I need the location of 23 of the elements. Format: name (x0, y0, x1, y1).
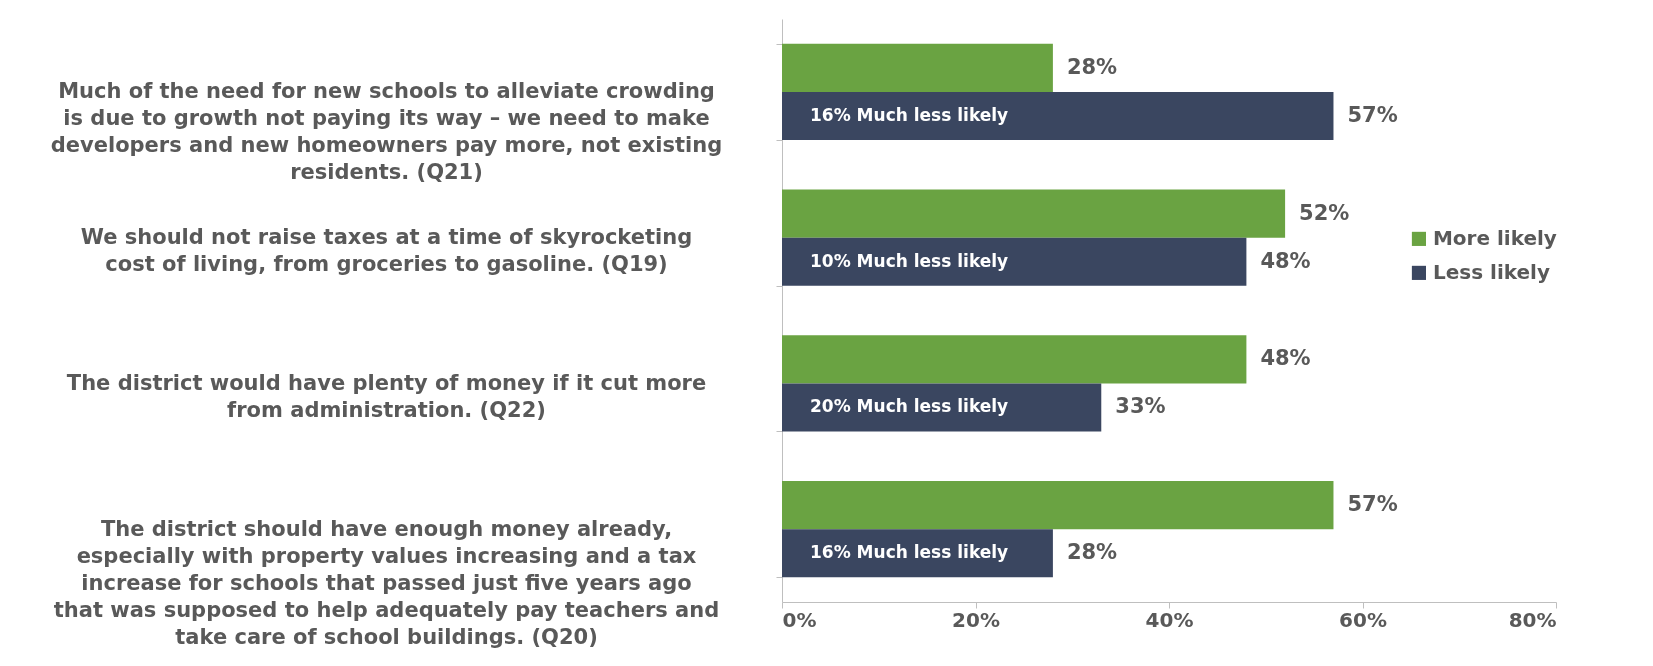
annotation: 16% Much less likely (810, 542, 1009, 563)
data-label: 52% (1299, 200, 1350, 225)
data-label: 28% (1066, 54, 1118, 79)
x-tick-label: 0% (782, 607, 817, 632)
x-tick-label: 60% (1339, 607, 1387, 632)
legend-label: Less likely (1432, 259, 1550, 284)
y-tick-label: The district would have plenty of money if it cut more from administration. (Q22) (66, 370, 707, 422)
y-tick-label: Much of the need for new schools to alleviate crowding is due to growth not paying its way – we need to make developers and new homeowners pay more, not existing residents. (Q21) (50, 79, 723, 185)
x-tick-label: 80% (1508, 607, 1557, 632)
x-tick-label: 20% (952, 607, 1000, 632)
data-label: 57% (1347, 102, 1398, 127)
data-label: 33% (1115, 394, 1166, 419)
y-tick-label: We should not raise taxes at a time of skyrocketing cost of living, from groceries to gasoline. (Q19) (80, 225, 693, 277)
annotation: 20% Much less likely (810, 396, 1009, 417)
legend-label: More likely (1432, 225, 1557, 250)
data-label: 57% (1347, 492, 1398, 517)
data-label: 48% (1260, 248, 1311, 273)
annotation: 10% Much less likely (810, 250, 1009, 271)
data-label: 48% (1260, 346, 1311, 371)
annotation: 16% Much less likely (810, 104, 1009, 125)
y-tick-label: The district should have enough money already, especially with property values increasing and a tax increase for schools that passed just five years ago that was supposed to help adequately pay teachers and take care of school buildings. (Q20) (53, 516, 720, 649)
x-tick-label: 40% (1145, 607, 1194, 632)
data-label: 28% (1066, 540, 1118, 565)
